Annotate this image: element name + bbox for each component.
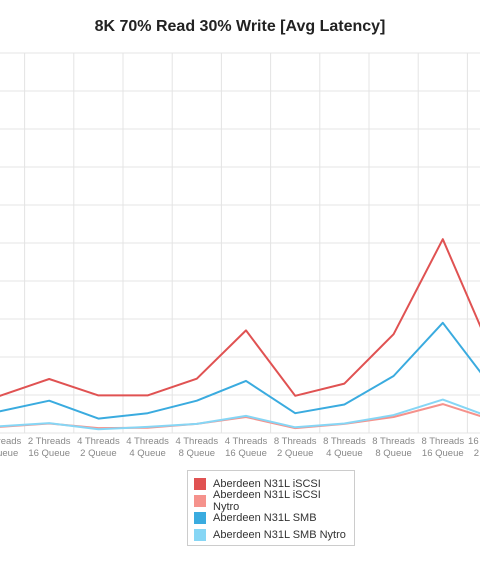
x-tick-label: 4 Threads 4 Queue <box>126 436 169 459</box>
legend-swatch <box>194 477 206 490</box>
chart-legend: Aberdeen N31L iSCSI Aberdeen N31L iSCSI … <box>187 470 355 546</box>
x-tick-label: 4 Threads 16 Queue <box>225 436 268 459</box>
legend-label: Aberdeen N31L SMB Nytro <box>213 528 346 541</box>
legend-item[interactable]: Aberdeen N31L SMB <box>194 509 348 526</box>
legend-item[interactable]: Aberdeen N31L SMB Nytro <box>194 526 348 543</box>
legend-label: Aberdeen N31L iSCSI <box>213 477 321 490</box>
x-tick-label: 8 Threads 8 Queue <box>372 436 415 459</box>
legend-swatch <box>194 494 206 507</box>
series-line <box>0 238 480 397</box>
x-tick-label: 8 Threads 4 Queue <box>323 436 366 459</box>
x-tick-label: 4 Threads 8 Queue <box>175 436 218 459</box>
legend-swatch <box>194 528 206 541</box>
x-tick-label: 2 Threads 16 Queue <box>28 436 71 459</box>
chart-grid <box>0 52 480 434</box>
legend-label: Aberdeen N31L iSCSI Nytro <box>213 488 321 513</box>
series-lines <box>0 238 480 431</box>
legend-item[interactable]: Aberdeen N31L iSCSI <box>194 475 348 492</box>
x-tick-label: 8 Threads 2 Queue <box>274 436 317 459</box>
chart-title: 8K 70% Read 30% Write [Avg Latency] <box>94 18 386 35</box>
x-tick-label: 8 Threads 16 Queue <box>421 436 464 459</box>
legend-label: Aberdeen N31L SMB <box>213 511 317 524</box>
x-tick-label: 4 Threads 2 Queue <box>77 436 120 459</box>
legend-swatch <box>194 511 206 524</box>
legend-item[interactable]: Aberdeen N31L iSCSI Nytro <box>194 489 348 513</box>
